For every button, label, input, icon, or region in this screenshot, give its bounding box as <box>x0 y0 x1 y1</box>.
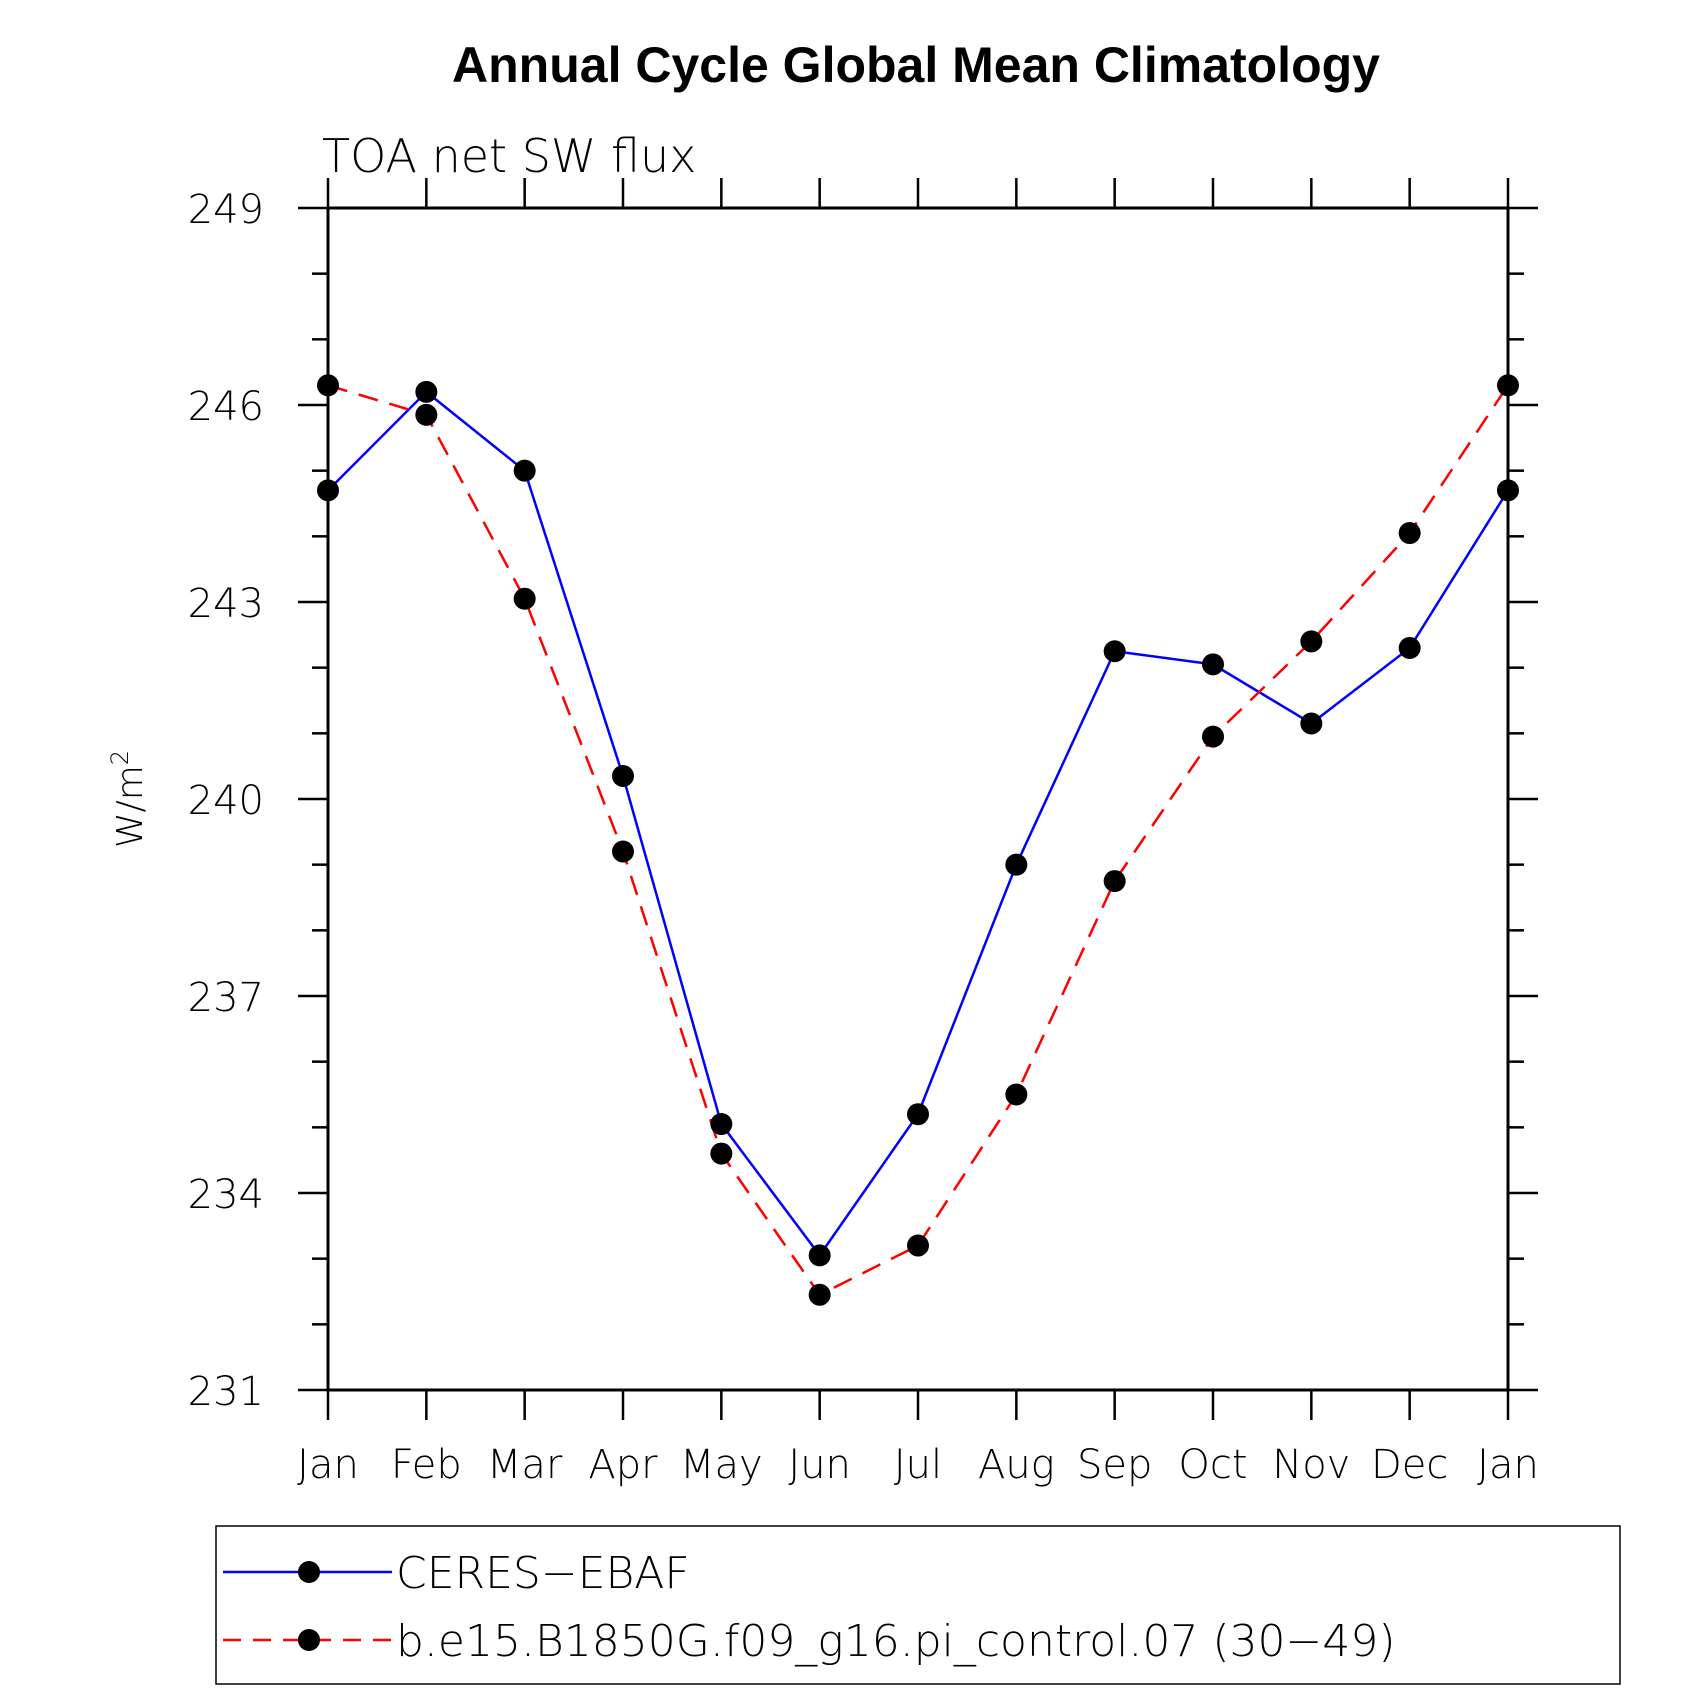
series-1-point <box>1497 374 1519 397</box>
x-tick-label: Dec <box>1371 1442 1448 1488</box>
y-tick-label: 237 <box>188 975 264 1021</box>
series-0-point <box>317 479 339 502</box>
series-0-point <box>513 459 536 482</box>
x-tick-label: Nov <box>1272 1442 1350 1488</box>
legend-marker-ceres <box>298 1561 320 1583</box>
y-tick-labels: 231 234 237 240 243 246 249 <box>188 187 264 1415</box>
series-0-point <box>1398 636 1421 659</box>
series-1-point <box>1398 522 1421 545</box>
chart-subtitle: TOA net SW flux <box>322 129 696 183</box>
legend-marker-model <box>298 1629 320 1651</box>
chart-title: Annual Cycle Global Mean Climatology <box>452 37 1380 93</box>
legend-item-model: b.e15.B1850G.f09_g16.pi_control.07 (30−4… <box>223 1616 1396 1667</box>
y-tick-label: 249 <box>188 187 264 233</box>
x-tick-label: Jan <box>1477 1442 1539 1488</box>
series-line-0 <box>327 390 1510 1257</box>
series-1-point <box>808 1283 831 1306</box>
legend-label-ceres: CERES−EBAF <box>396 1548 690 1599</box>
series-1-point <box>612 840 634 863</box>
legend: CERES−EBAF b.e15.B1850G.f09_g16.pi_contr… <box>215 1525 1621 1685</box>
y-tick-label: 243 <box>188 581 264 627</box>
series-0-point <box>710 1113 733 1136</box>
legend-label-model: b.e15.B1850G.f09_g16.pi_control.07 (30−4… <box>396 1616 1396 1667</box>
series-1-point <box>1202 725 1224 748</box>
x-tick-label: Jul <box>894 1442 942 1488</box>
plot-frame <box>326 206 1510 1392</box>
series-0-point <box>1103 640 1126 663</box>
series-0-point <box>808 1244 831 1267</box>
series-line-1 <box>327 384 1510 1297</box>
series-1-point <box>415 403 438 426</box>
x-tick-label: Jan <box>297 1442 359 1488</box>
series-1-point <box>1005 1083 1028 1106</box>
legend-item-ceres: CERES−EBAF <box>223 1548 690 1599</box>
x-tick-label: May <box>680 1442 763 1488</box>
legend-box <box>215 1525 1621 1685</box>
plot-area: 231 234 237 240 243 246 249 Jan Feb Mar Apr May Jun… <box>188 178 1539 1488</box>
series-0-point <box>1497 479 1519 502</box>
y-tick-label: 231 <box>188 1369 264 1415</box>
series-0-point <box>415 380 438 403</box>
x-tick-labels: Jan Feb Mar Apr May Jun Jul Aug Sep Oct Nov Dec Jan <box>297 1442 1539 1488</box>
series-1-point <box>710 1142 733 1165</box>
x-tick-label: Feb <box>391 1442 462 1488</box>
y-tick-label: 234 <box>188 1172 264 1218</box>
series-1-point <box>907 1234 929 1257</box>
series-0-point <box>612 765 634 788</box>
y-tick-label: 240 <box>188 778 264 824</box>
series-0-point <box>907 1103 929 1126</box>
x-tick-label: Mar <box>487 1442 563 1488</box>
y-axis-label-unit: W/m <box>110 765 151 848</box>
axis-ticks <box>298 178 1538 1420</box>
series-1-point <box>317 374 339 397</box>
series-0-point <box>1300 712 1323 735</box>
x-tick-label: Jun <box>788 1442 851 1488</box>
x-tick-label: Sep <box>1077 1442 1152 1488</box>
series-0-point <box>1202 653 1224 676</box>
x-tick-label: Apr <box>588 1442 658 1488</box>
x-tick-label: Oct <box>1178 1442 1247 1488</box>
series-1-point <box>1103 870 1126 893</box>
x-tick-label: Aug <box>978 1442 1055 1488</box>
y-tick-label: 246 <box>188 384 264 430</box>
series-1-point <box>513 587 536 610</box>
y-axis-label: W/m2 <box>106 750 151 848</box>
y-axis-label-superscript: 2 <box>106 750 134 765</box>
series-layer <box>317 374 1519 1306</box>
series-0-point <box>1005 853 1028 876</box>
series-1-point <box>1300 630 1323 653</box>
